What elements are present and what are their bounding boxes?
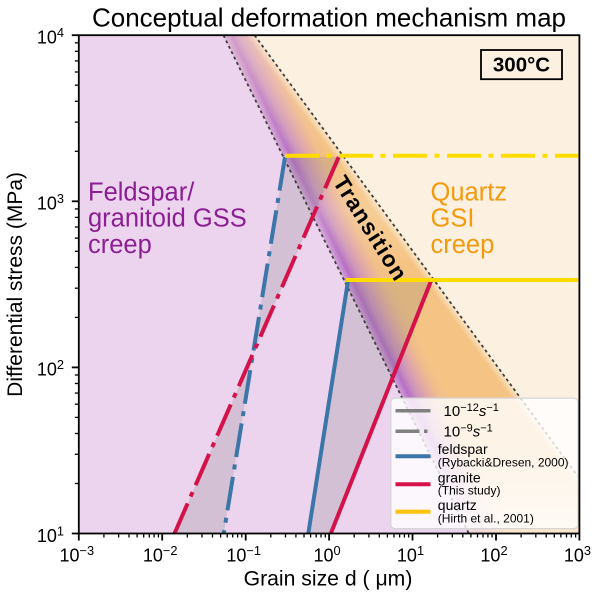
- svg-text:(This study): (This study): [438, 484, 501, 498]
- svg-text:granitoid GSS: granitoid GSS: [88, 205, 247, 233]
- svg-text:Conceptual deformation mechani: Conceptual deformation mechanism map: [92, 3, 566, 33]
- svg-text:creep: creep: [431, 231, 495, 259]
- svg-text:(Hirth et al., 2001): (Hirth et al., 2001): [438, 512, 534, 526]
- svg-text:granite: granite: [438, 470, 481, 486]
- svg-text:Grain size d ( μm): Grain size d ( μm): [244, 567, 413, 590]
- svg-text:GSI: GSI: [431, 205, 475, 233]
- svg-text:10−12s−1: 10−12s−1: [444, 402, 499, 420]
- svg-text:quartz: quartz: [438, 497, 477, 513]
- svg-text:creep: creep: [88, 231, 152, 259]
- svg-text:300°C: 300°C: [493, 54, 550, 77]
- svg-text:Feldspar/: Feldspar/: [88, 178, 195, 206]
- svg-text:(Rybacki&Dresen, 2000): (Rybacki&Dresen, 2000): [438, 456, 569, 470]
- svg-text:feldspar: feldspar: [438, 441, 488, 457]
- svg-text:Differential stress (MPa): Differential stress (MPa): [4, 172, 27, 397]
- svg-text:Quartz: Quartz: [431, 178, 508, 206]
